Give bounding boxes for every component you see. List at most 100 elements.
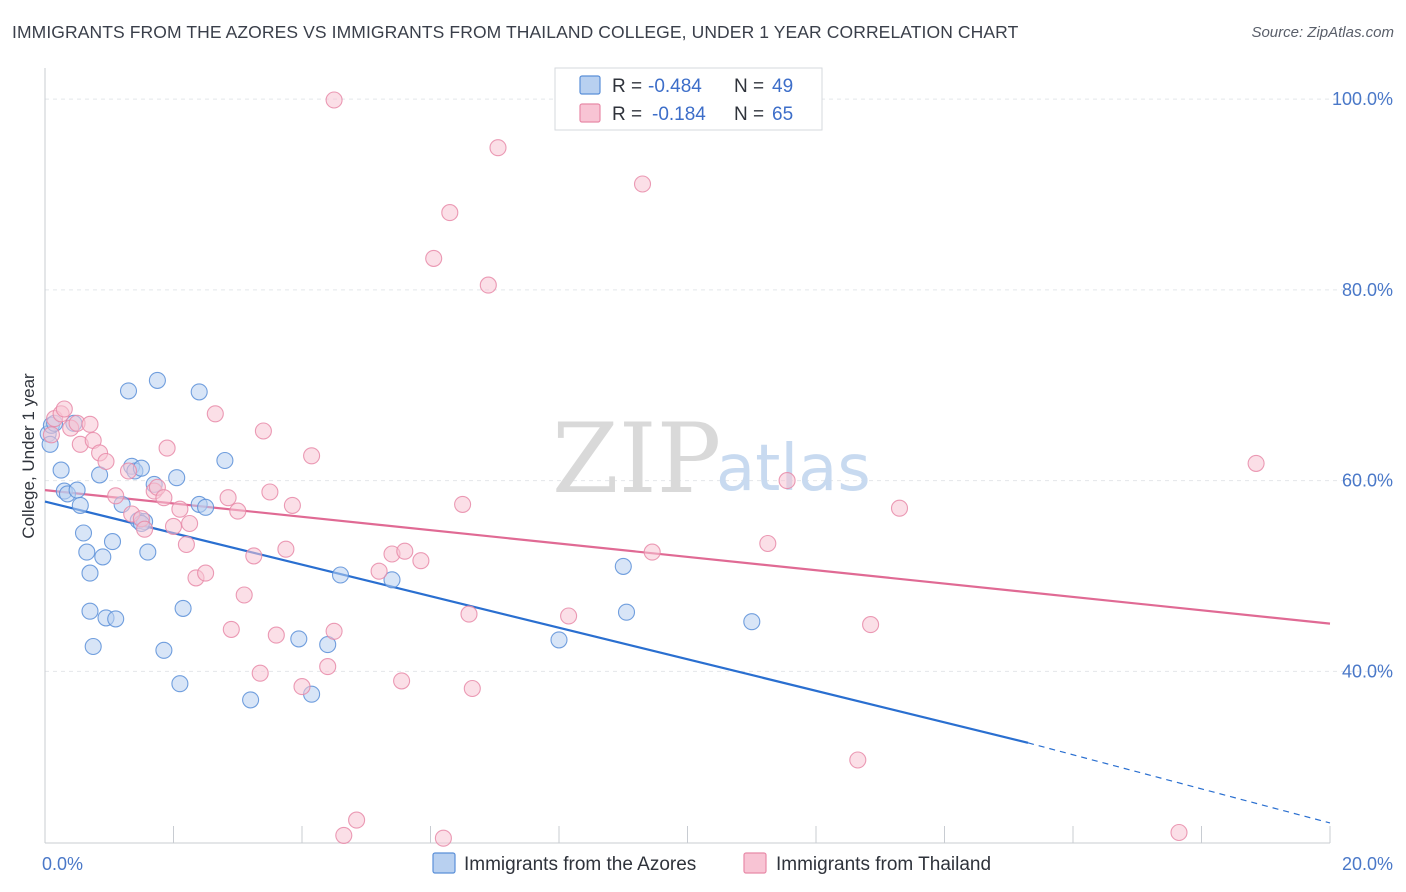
thailand-point [197, 564, 215, 582]
watermark-atlas: atlas [716, 432, 871, 506]
thailand-point [254, 422, 272, 440]
thailand-point [155, 489, 173, 507]
data-points [39, 91, 1265, 847]
azores-point [197, 498, 215, 516]
azores-point [68, 481, 86, 499]
thailand-point [759, 534, 777, 553]
thailand-point [479, 276, 497, 294]
thailand-point [181, 514, 199, 533]
azores-point [171, 675, 189, 693]
azores-trend-extension [1027, 742, 1331, 824]
azores-point [331, 566, 350, 584]
thailand-point [107, 487, 125, 505]
y-tick-label: 80.0% [1342, 280, 1393, 300]
thailand-point [370, 562, 388, 580]
legend-r-value-azores: -0.484 [648, 76, 702, 97]
azores-point [550, 631, 568, 649]
y-tick-label: 60.0% [1342, 471, 1393, 491]
thailand-point [164, 517, 183, 535]
legend-r-label-thailand: R = [612, 104, 642, 125]
thailand-point [412, 552, 430, 570]
legend-n-value-thailand: 65 [772, 104, 793, 125]
thailand-point [434, 829, 452, 847]
y-tick-label: 100.0% [1332, 89, 1393, 109]
thailand-point [97, 452, 115, 471]
grid [45, 98, 1390, 672]
thailand-point [261, 483, 279, 501]
legend-box: R = -0.484 N = 49 R = -0.184 N = 65 [554, 67, 823, 131]
bottom-legend-label-azores: Immigrants from the Azores [464, 854, 696, 875]
thailand-point [42, 426, 60, 444]
chart-title: IMMIGRANTS FROM THE AZORES VS IMMIGRANTS… [12, 22, 1019, 42]
azores-point [242, 691, 260, 709]
azores-trend-line [44, 500, 1029, 744]
thailand-trend-line [44, 489, 1331, 625]
source-label: Source: ZipAtlas.com [1251, 24, 1394, 41]
thailand-point [1170, 823, 1188, 842]
azores-point [81, 602, 99, 620]
thailand-point [177, 535, 195, 554]
azores-point [139, 543, 157, 561]
thailand-point [396, 542, 414, 560]
azores-point [94, 548, 112, 566]
legend-r-value-thailand: -0.184 [652, 104, 706, 125]
thailand-point [283, 496, 301, 514]
thailand-point [222, 620, 240, 638]
thailand-point [463, 679, 481, 698]
azores-point [103, 533, 122, 551]
azores-point [383, 571, 401, 589]
thailand-point [454, 495, 472, 513]
tick-labels: 40.0% 60.0% 80.0% 100.0% 0.0% 20.0% [42, 89, 1393, 874]
azores-point [743, 613, 761, 631]
thailand-point [171, 500, 189, 518]
azores-point [290, 630, 308, 648]
azores-point [74, 524, 93, 542]
thailand-point [293, 678, 311, 696]
thailand-point [441, 204, 459, 222]
thailand-point [325, 622, 343, 640]
axes [44, 68, 1331, 844]
thailand-point [348, 811, 366, 829]
thailand-point [1247, 454, 1265, 472]
thailand-point [335, 826, 353, 844]
thailand-point [245, 547, 263, 565]
thailand-point [778, 472, 796, 490]
legend-n-label-azores: N = [734, 76, 764, 97]
legend-swatch-azores [579, 75, 601, 95]
thailand-point [643, 543, 661, 561]
bottom-legend-swatch-azores [432, 852, 456, 874]
thailand-point [862, 616, 880, 634]
y-axis-label: College, Under 1 year [19, 373, 38, 539]
thailand-point [319, 658, 337, 676]
x-tick-label: 20.0% [1342, 854, 1393, 874]
azores-point [52, 461, 70, 479]
azores-point [155, 641, 173, 659]
legend-n-value-azores: 49 [772, 76, 793, 97]
azores-point [168, 469, 186, 487]
bottom-legend-label-thailand: Immigrants from Thailand [776, 854, 991, 875]
thailand-point [325, 91, 343, 109]
watermark-zip: ZIP [552, 403, 721, 515]
azores-point [614, 557, 632, 575]
thailand-point [277, 540, 295, 558]
azores-point [216, 451, 234, 470]
thailand-point [229, 502, 247, 520]
legend-r-label-azores: R = [612, 76, 642, 97]
x-tick-label: 0.0% [42, 854, 83, 874]
thailand-point [119, 462, 138, 480]
bottom-legend-swatch-thailand [743, 852, 767, 874]
azores-point [71, 496, 89, 514]
bottom-legend: Immigrants from the Azores Immigrants fr… [432, 852, 991, 875]
azores-point [617, 603, 636, 621]
legend-swatch-thailand [579, 103, 601, 123]
thailand-point [393, 672, 411, 690]
thailand-point [136, 520, 154, 538]
thailand-point [890, 499, 909, 517]
thailand-point [235, 586, 253, 604]
thailand-point [849, 751, 867, 769]
azores-point [107, 610, 125, 628]
thailand-point [251, 664, 269, 682]
azores-point [84, 637, 102, 656]
thailand-point [633, 175, 652, 193]
